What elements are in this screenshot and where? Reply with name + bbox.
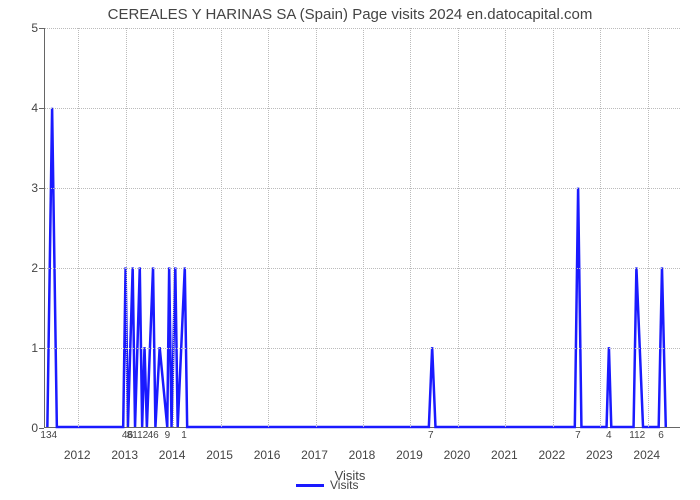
v-gridline — [363, 28, 364, 427]
y-tick-label: 2 — [0, 261, 44, 275]
x-tick-small: 8112 — [127, 430, 149, 441]
x-tick-year: 2023 — [586, 448, 613, 462]
chart-title: CEREALES Y HARINAS SA (Spain) Page visit… — [0, 6, 700, 23]
v-gridline — [316, 28, 317, 427]
y-tick-label: 3 — [0, 181, 44, 195]
v-gridline — [268, 28, 269, 427]
v-gridline — [553, 28, 554, 427]
x-tick-year: 2024 — [633, 448, 660, 462]
y-tick-mark — [39, 108, 44, 109]
x-tick-small: 7 — [575, 430, 581, 441]
x-tick-year: 2012 — [64, 448, 91, 462]
x-tick-small: 4 — [606, 430, 612, 441]
x-tick-year: 2015 — [206, 448, 233, 462]
x-tick-year: 2021 — [491, 448, 518, 462]
y-tick-label: 5 — [0, 21, 44, 35]
y-tick-mark — [39, 188, 44, 189]
x-tick-year: 2019 — [396, 448, 423, 462]
chart-container: CEREALES Y HARINAS SA (Spain) Page visit… — [0, 0, 700, 500]
v-gridline — [648, 28, 649, 427]
v-gridline — [173, 28, 174, 427]
x-tick-year: 2016 — [254, 448, 281, 462]
v-gridline — [126, 28, 127, 427]
y-tick-label: 4 — [0, 101, 44, 115]
v-gridline — [600, 28, 601, 427]
x-tick-year: 2013 — [111, 448, 138, 462]
v-gridline — [78, 28, 79, 427]
v-gridline — [505, 28, 506, 427]
legend-text: Visits — [330, 478, 358, 492]
x-tick-year: 2014 — [159, 448, 186, 462]
x-tick-small: 1 — [181, 430, 187, 441]
v-gridline — [221, 28, 222, 427]
plot-area — [44, 28, 680, 428]
y-tick-mark — [39, 348, 44, 349]
y-tick-label: 0 — [0, 421, 44, 435]
x-tick-year: 2018 — [349, 448, 376, 462]
v-gridline — [410, 28, 411, 427]
y-tick-label: 1 — [0, 341, 44, 355]
x-tick-small: 9 — [165, 430, 171, 441]
x-tick-small: 46 — [148, 430, 159, 441]
legend-swatch — [296, 484, 324, 487]
x-tick-year: 2022 — [538, 448, 565, 462]
v-gridline — [458, 28, 459, 427]
x-tick-small: 6 — [658, 430, 664, 441]
y-tick-mark — [39, 268, 44, 269]
x-tick-year: 2017 — [301, 448, 328, 462]
legend: Visits — [296, 478, 406, 494]
x-tick-small: 112 — [629, 430, 645, 441]
y-tick-mark — [39, 28, 44, 29]
y-tick-mark — [39, 428, 44, 429]
x-tick-small: 7 — [428, 430, 434, 441]
x-tick-year: 2020 — [444, 448, 471, 462]
x-tick-small: 134 — [40, 430, 57, 441]
